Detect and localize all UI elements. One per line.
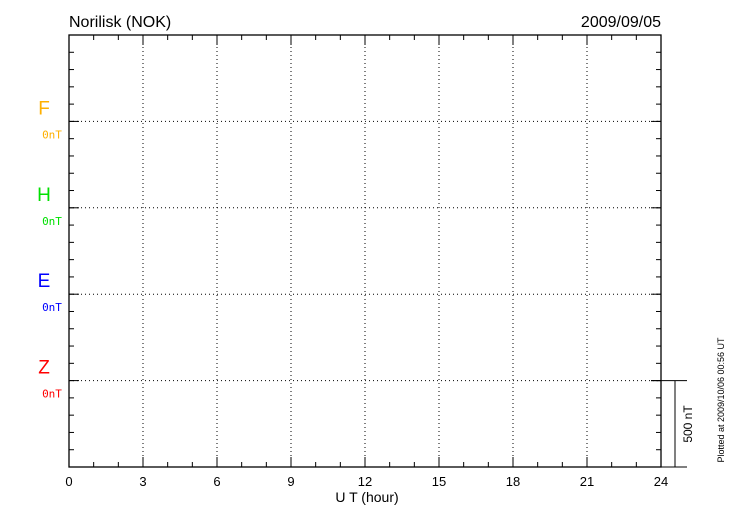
plot-timestamp: Plotted at 2009/10/06 00:56 UT (716, 337, 726, 463)
x-tick-label: 12 (358, 474, 372, 489)
series-baseline-Z: 0nT (42, 388, 62, 401)
x-tick-label: 9 (287, 474, 294, 489)
series-label-F: F (38, 98, 50, 119)
x-tick-label: 15 (432, 474, 446, 489)
series-baseline-F: 0nT (42, 128, 62, 141)
plot-frame (68, 34, 662, 468)
x-tick-label: 24 (654, 474, 668, 489)
series-label-Z: Z (38, 358, 50, 379)
x-tick-label: 21 (580, 474, 594, 489)
scale-bar-label: 500 nT (681, 405, 695, 443)
x-tick-label: 18 (506, 474, 520, 489)
plot-date: 2009/09/05 (581, 14, 661, 31)
series-baseline-H: 0nT (42, 215, 62, 228)
x-tick-label: 0 (65, 474, 72, 489)
x-axis-label: U T (hour) (335, 489, 398, 505)
station-title: Norilisk (NOK) (69, 14, 171, 31)
series-baseline-E: 0nT (42, 301, 62, 314)
series-label-H: H (37, 185, 51, 206)
x-tick-label: 3 (139, 474, 146, 489)
x-tick-label: 6 (213, 474, 220, 489)
series-label-E: E (38, 271, 51, 292)
